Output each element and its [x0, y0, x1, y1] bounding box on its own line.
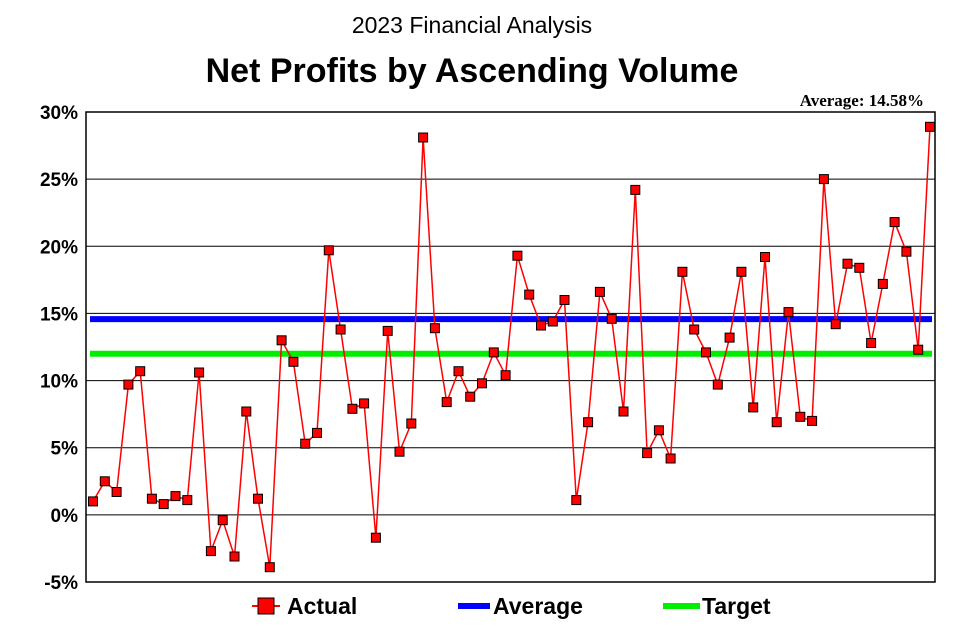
- actual-data-point: [441, 397, 452, 408]
- y-tick-label: 10%: [40, 372, 78, 393]
- actual-data-point: [264, 562, 275, 573]
- actual-data-point: [653, 425, 664, 436]
- actual-data-point: [170, 491, 181, 502]
- actual-data-point: [677, 266, 688, 277]
- actual-data-point: [877, 278, 888, 289]
- y-axis-ticks: 30% 25% 20% 15% 10% 5% 0% -5%: [40, 103, 78, 594]
- actual-data-point: [453, 366, 464, 377]
- actual-data-point: [182, 495, 193, 506]
- legend-actual-marker: [257, 597, 275, 615]
- actual-data-point: [229, 551, 240, 562]
- actual-data-point: [842, 258, 853, 269]
- actual-data-point: [807, 415, 818, 426]
- y-tick-label: 25%: [40, 170, 78, 191]
- actual-data-point: [99, 476, 110, 487]
- actual-data-point: [429, 323, 440, 334]
- actual-data-point: [465, 391, 476, 402]
- actual-data-point: [760, 252, 770, 262]
- actual-data-point: [594, 286, 605, 297]
- actual-data-point: [783, 307, 794, 318]
- actual-data-point: [913, 344, 924, 355]
- actual-data-point: [394, 446, 405, 457]
- actual-data-point: [925, 121, 935, 132]
- actual-data-point: [559, 295, 570, 305]
- actual-data-point: [712, 379, 723, 390]
- actual-data-point: [818, 174, 829, 185]
- y-tick-label: 20%: [40, 237, 78, 258]
- actual-data-point: [335, 324, 346, 335]
- actual-data-point: [583, 417, 594, 428]
- actual-data-point: [406, 418, 417, 429]
- actual-series-line: [92, 126, 931, 568]
- legend-item-actual: Actual: [252, 593, 357, 619]
- actual-data-point: [854, 262, 865, 273]
- actual-data-point: [512, 250, 523, 261]
- actual-data-point: [689, 324, 700, 335]
- legend-item-target: Target: [663, 593, 771, 619]
- actual-data-point: [642, 448, 653, 459]
- actual-data-point: [571, 495, 582, 506]
- legend-average-label: Average: [493, 593, 583, 619]
- actual-data-point: [253, 493, 263, 504]
- plot-area-frame: [85, 111, 936, 583]
- actual-data-point: [736, 266, 747, 277]
- actual-data-point: [630, 184, 641, 195]
- actual-data-point: [300, 438, 311, 449]
- actual-data-point: [771, 417, 782, 428]
- actual-data-point: [217, 515, 228, 526]
- actual-data-point: [488, 347, 499, 358]
- actual-data-point: [500, 370, 511, 381]
- actual-data-point: [288, 356, 299, 367]
- actual-data-point: [323, 245, 334, 256]
- legend-target-label: Target: [702, 593, 771, 619]
- y-tick-label: 15%: [40, 304, 78, 325]
- actual-data-point: [146, 493, 157, 504]
- actual-data-point: [359, 398, 370, 409]
- actual-data-point: [477, 378, 487, 389]
- actual-data-point: [111, 487, 122, 497]
- actual-data-point: [194, 367, 205, 378]
- actual-data-point: [665, 453, 676, 464]
- y-tick-label: 5%: [51, 439, 79, 460]
- actual-data-point: [830, 319, 841, 330]
- legend-item-average: Average: [458, 593, 583, 619]
- actual-data-point: [901, 246, 912, 257]
- actual-data-point: [524, 289, 535, 300]
- actual-data-point: [205, 546, 216, 557]
- actual-data-point: [418, 132, 429, 143]
- actual-data-point: [701, 347, 711, 358]
- actual-data-point: [536, 320, 546, 331]
- actual-data-point: [748, 402, 759, 413]
- actual-data-point: [158, 499, 169, 510]
- actual-data-point: [276, 335, 287, 346]
- actual-data-point: [347, 403, 358, 414]
- actual-data-point: [606, 313, 617, 324]
- y-tick-label: -5%: [44, 573, 78, 594]
- actual-data-point: [795, 411, 806, 422]
- actual-data-point: [123, 379, 134, 390]
- actual-data-point: [241, 406, 252, 417]
- chart-subtitle: 2023 Financial Analysis: [352, 12, 592, 38]
- grid-layer: [86, 178, 935, 516]
- actual-data-point: [88, 496, 98, 507]
- legend-actual-label: Actual: [287, 593, 357, 619]
- y-tick-label: 30%: [40, 103, 78, 124]
- actual-data-point: [382, 325, 393, 336]
- chart-title: Net Profits by Ascending Volume: [206, 52, 739, 90]
- actual-data-point: [618, 406, 629, 417]
- average-annotation: Average: 14.58%: [800, 91, 924, 110]
- actual-data-point: [889, 217, 900, 228]
- actual-data-point: [312, 427, 322, 438]
- y-tick-label: 0%: [51, 506, 79, 527]
- actual-data-point: [135, 366, 146, 377]
- legend: Actual Average Target: [252, 593, 771, 619]
- actual-data-point: [866, 338, 877, 348]
- actual-data-point: [547, 316, 558, 327]
- actual-data-point: [724, 332, 735, 343]
- actual-series: [88, 121, 935, 573]
- actual-data-point: [370, 532, 381, 543]
